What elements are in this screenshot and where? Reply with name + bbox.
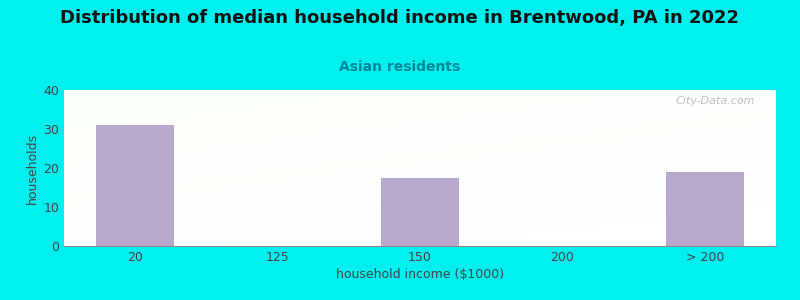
X-axis label: household income ($1000): household income ($1000) <box>336 268 504 281</box>
Text: City-Data.com: City-Data.com <box>675 96 754 106</box>
Bar <box>96 125 174 246</box>
Y-axis label: households: households <box>26 132 39 204</box>
Bar <box>381 178 459 246</box>
Bar <box>666 172 744 246</box>
Text: Asian residents: Asian residents <box>339 60 461 74</box>
Text: Distribution of median household income in Brentwood, PA in 2022: Distribution of median household income … <box>61 9 739 27</box>
